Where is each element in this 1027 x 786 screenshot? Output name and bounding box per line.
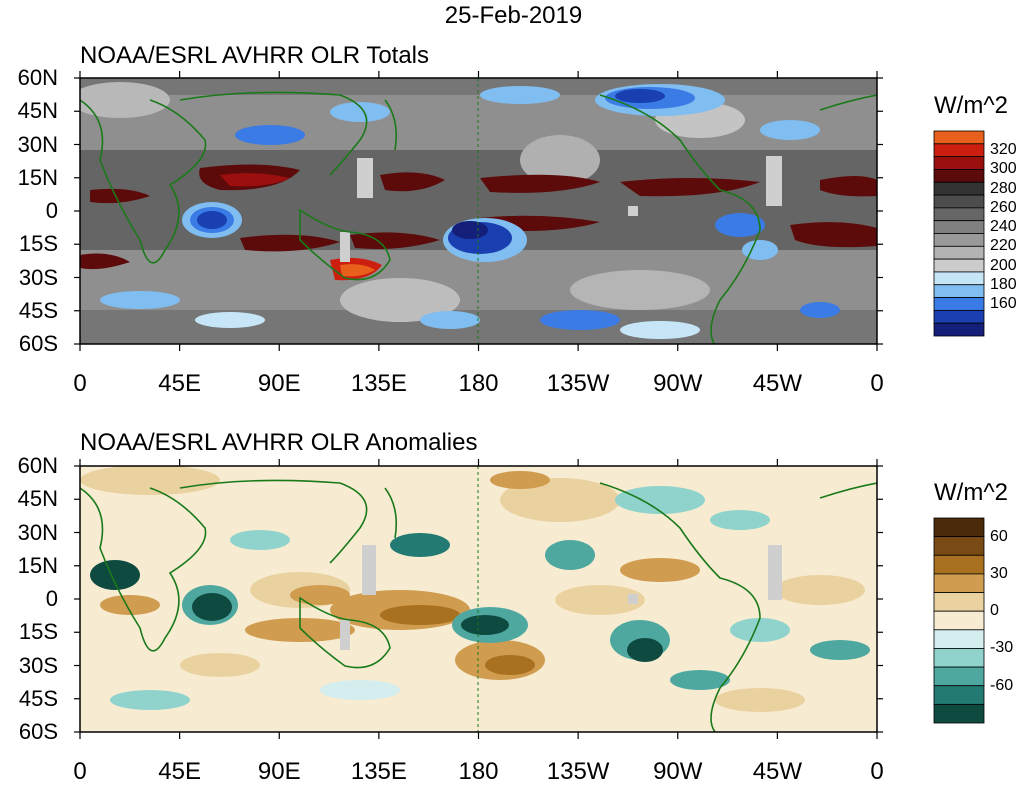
lon-label: 90W — [653, 370, 703, 397]
lat-label: 0 — [45, 586, 58, 611]
totals-colorbar-unit: W/m^2 — [934, 92, 1008, 119]
lat-label: 60N — [17, 453, 58, 478]
lon-label: 0 — [73, 370, 87, 397]
lat-label: 45S — [18, 297, 58, 323]
lon-label: 180 — [458, 370, 499, 397]
colorbar-label: 320 — [990, 141, 1017, 159]
lat-label: 15N — [17, 164, 58, 190]
colorbar-swatch — [933, 592, 985, 612]
colorbar-swatch — [933, 130, 985, 145]
lon-label: 135W — [546, 370, 610, 397]
colorbar-swatch — [933, 258, 985, 273]
lat-label: 30S — [18, 652, 58, 678]
colorbar-swatch — [933, 573, 985, 593]
colorbar-swatch — [933, 220, 985, 234]
anomalies-coastlines — [80, 479, 877, 732]
date-title: 25-Feb-2019 — [444, 2, 583, 29]
colorbar-swatch — [933, 685, 985, 705]
colorbar-swatch — [933, 666, 985, 687]
lon-label: 90E — [257, 370, 301, 397]
colorbar-swatch — [933, 245, 985, 260]
colorbar-swatch — [933, 143, 985, 158]
colorbar-swatch — [933, 233, 985, 247]
colorbar-swatch — [933, 554, 985, 575]
colorbar-swatch — [933, 181, 985, 196]
lon-label: 45E — [158, 370, 201, 397]
colorbar-swatch — [933, 703, 985, 724]
colorbar-label: 30 — [990, 564, 1008, 582]
lon-label: 0 — [870, 370, 884, 397]
colorbar-label: 220 — [990, 237, 1017, 255]
lat-label: 45N — [17, 98, 58, 124]
colorbar-label: 160 — [990, 294, 1017, 312]
colorbar-swatch — [933, 517, 985, 538]
lat-label: 60S — [18, 331, 58, 356]
colorbar-swatch — [933, 169, 985, 183]
lon-label: 90E — [257, 758, 301, 785]
colorbar-label: 180 — [990, 275, 1017, 293]
lon-label: 180 — [458, 758, 499, 785]
colorbar-label: 300 — [990, 160, 1017, 178]
lon-label: 0 — [73, 758, 87, 785]
lon-label: 90W — [653, 758, 703, 785]
lon-label: 0 — [870, 758, 884, 785]
colorbar-swatch — [933, 309, 985, 324]
lat-label: 0 — [45, 198, 58, 223]
totals-map — [79, 77, 878, 345]
lat-label: 15N — [17, 552, 58, 578]
colorbar-swatch — [933, 194, 985, 209]
colorbar-swatch — [933, 207, 985, 222]
colorbar-label: 200 — [990, 256, 1017, 274]
colorbar-label: -30 — [990, 639, 1014, 657]
totals-panel-title: NOAA/ESRL AVHRR OLR Totals — [80, 42, 430, 69]
lat-label: 45S — [18, 685, 58, 711]
axis-ticks — [74, 71, 883, 739]
colorbar-label: 0 — [990, 602, 999, 620]
anomalies-map — [79, 465, 878, 733]
colorbar-label: 260 — [990, 198, 1017, 216]
colorbar-swatch — [933, 610, 985, 631]
totals-colorbar — [933, 130, 985, 337]
lon-label: 45W — [752, 370, 803, 397]
lat-label: 30N — [17, 519, 58, 545]
colorbar-swatch — [933, 322, 985, 337]
lat-label: 60N — [17, 65, 58, 90]
colorbar-swatch — [933, 284, 985, 298]
lon-label: 45W — [752, 758, 803, 785]
colorbar-label: 240 — [990, 218, 1017, 236]
anomalies-colorbar-unit: W/m^2 — [934, 479, 1008, 506]
colorbar-label: -60 — [990, 676, 1014, 694]
lon-label: 135E — [350, 370, 407, 397]
colorbar-swatch — [933, 648, 985, 668]
lat-label: 15S — [18, 231, 58, 257]
colorbar-swatch — [933, 271, 985, 286]
colorbar-swatch — [933, 629, 985, 649]
lon-label: 135E — [350, 758, 407, 785]
colorbar-swatch — [933, 156, 985, 170]
lat-label: 45N — [17, 486, 58, 512]
colorbar-label: 280 — [990, 179, 1017, 197]
lat-label: 30S — [18, 264, 58, 290]
anomalies-panel-title: NOAA/ESRL AVHRR OLR Anomalies — [80, 429, 478, 456]
lon-label: 135W — [546, 758, 610, 785]
colorbar-label: 60 — [990, 527, 1008, 545]
colorbar-swatch — [933, 536, 985, 556]
lat-label: 15S — [18, 619, 58, 645]
totals-coastlines — [80, 91, 877, 344]
anomalies-colorbar — [933, 517, 985, 724]
lat-label: 30N — [17, 131, 58, 157]
lat-label: 60S — [18, 719, 58, 744]
colorbar-swatch — [933, 297, 985, 311]
lon-label: 45E — [158, 758, 201, 785]
